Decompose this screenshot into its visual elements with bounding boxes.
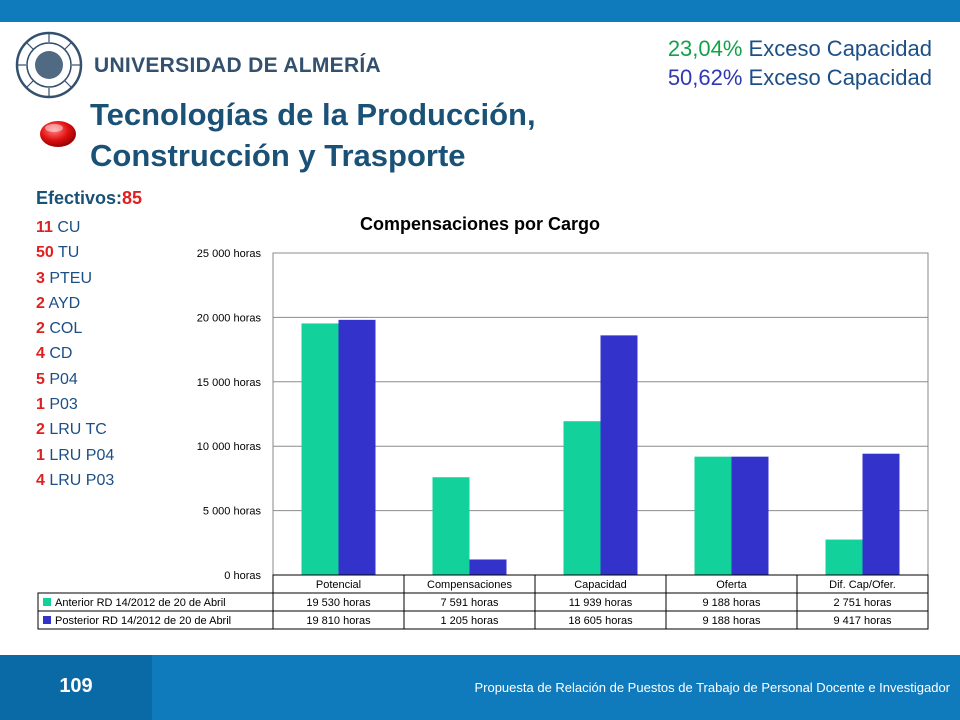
chart-title: Compensaciones por Cargo [359, 214, 601, 234]
excess-capacity-box: 23,04% Exceso Capacidad 50,62% Exceso Ca… [668, 34, 932, 92]
data-label: 9 188 horas [702, 615, 761, 627]
data-label: 11 939 horas [569, 597, 633, 609]
staff-count: 50 [36, 244, 54, 262]
data-label: 7 591 horas [440, 597, 499, 609]
title-line-1: Tecnologías de la Producción, [90, 97, 536, 132]
title-line-2: Construcción y Trasporte [90, 138, 466, 173]
excess-label-2: Exceso Capacidad [742, 65, 932, 90]
staff-row: 5 P04 [36, 367, 142, 392]
staff-row: 3 PTEU [36, 266, 142, 291]
category-label: Dif. Cap/Ofer. [829, 579, 896, 591]
bar-posterior [600, 335, 638, 575]
y-tick-label: 15 000 horas [197, 377, 262, 389]
y-tick-label: 10 000 horas [197, 441, 262, 453]
staff-count: 4 [36, 345, 45, 363]
y-tick-label: 20 000 horas [197, 312, 262, 324]
excess-line-2: 50,62% Exceso Capacidad [668, 63, 932, 92]
y-tick-label: 0 horas [224, 570, 261, 582]
staff-category: CD [44, 345, 73, 363]
bar-anterior [694, 456, 732, 575]
bar-chart: 0 horas 5 000 horas 10 000 horas 15 000 hor… [37, 248, 929, 630]
legend-series-name: Anterior RD 14/2012 de 20 de Abril [55, 597, 226, 609]
staff-count: 2 [36, 294, 45, 312]
bar-anterior [825, 539, 863, 575]
staff-category: COL [44, 320, 83, 338]
page-title: Tecnologías de la Producción, Construcci… [90, 94, 536, 176]
bar-posterior [469, 559, 507, 575]
data-label: 9 188 horas [702, 597, 761, 609]
staff-count: 2 [36, 421, 45, 439]
staff-category: LRU P03 [44, 471, 115, 489]
legend-swatch [43, 598, 51, 606]
university-logo: UNIVERSIDAD DE ALMERÍA [14, 30, 381, 102]
staff-category: LRU P04 [44, 446, 115, 464]
staff-rows: 11 CU 50 TU 3 PTEU 2 AYD 2 COL 4 CD 5 P04 1 P03… [36, 215, 142, 493]
bar-anterior [432, 477, 470, 575]
category-label: Capacidad [574, 579, 627, 591]
legend-swatch [43, 616, 51, 624]
excess-pct-1: 23,04% [667, 36, 743, 61]
excess-label-1: Exceso Capacidad [742, 36, 932, 61]
data-label: 18 605 horas [568, 615, 633, 627]
university-seal-icon [15, 31, 83, 99]
staff-row: 1 LRU P04 [36, 443, 142, 468]
bar-posterior [338, 319, 376, 575]
staff-row: 2 AYD [36, 291, 142, 316]
staff-category: CU [52, 219, 81, 236]
excess-line-1: 23,04% Exceso Capacidad [668, 34, 932, 63]
data-label: 1 205 horas [440, 615, 499, 627]
staff-total: 85 [122, 188, 143, 208]
bar-anterior [563, 421, 601, 575]
data-label: 19 530 horas [306, 597, 371, 609]
footer-text: Propuesta de Relación de Puestos de Trab… [474, 680, 950, 695]
category-label: Potencial [316, 579, 361, 591]
top-bar [0, 0, 960, 22]
data-label: 9 417 horas [833, 615, 892, 627]
page-number: 109 [59, 675, 93, 697]
staff-row: 2 COL [36, 316, 142, 341]
legend-series-name: Posterior RD 14/2012 de 20 de Abril [55, 615, 231, 627]
staff-heading: Efectivos:85 [36, 188, 142, 209]
data-label: 2 751 horas [833, 597, 892, 609]
bar-posterior [862, 453, 900, 575]
data-label: 19 810 horas [306, 615, 371, 627]
staff-list: Efectivos:85 11 CU 50 TU 3 PTEU 2 AYD 2 COL 4… [36, 188, 142, 493]
bar-anterior [301, 323, 339, 575]
bar-posterior [731, 456, 769, 575]
staff-row: 50 TU [36, 240, 142, 265]
staff-row: 11 CU [36, 215, 142, 240]
staff-count: 2 [36, 320, 45, 338]
staff-row: 1 P03 [36, 392, 142, 417]
staff-row: 4 LRU P03 [36, 468, 142, 493]
staff-count: 11 [36, 219, 53, 236]
staff-category: P03 [44, 396, 78, 414]
staff-category: AYD [44, 294, 81, 312]
page-number-box: 109 [0, 655, 152, 720]
staff-count: 1 [36, 446, 45, 464]
excess-pct-2: 50,62% [667, 65, 743, 90]
staff-row: 2 LRU TC [36, 417, 142, 442]
staff-count: 4 [36, 471, 45, 489]
staff-count: 1 [36, 396, 45, 414]
category-label: Oferta [716, 579, 747, 591]
staff-count: 3 [36, 269, 45, 287]
staff-count: 5 [36, 370, 45, 388]
staff-category: TU [53, 244, 80, 262]
university-name: UNIVERSIDAD DE ALMERÍA [94, 54, 382, 77]
category-label: Compensaciones [427, 579, 512, 591]
staff-category: P04 [44, 370, 78, 388]
staff-category: PTEU [44, 269, 93, 287]
staff-category: LRU TC [44, 421, 107, 439]
y-tick-label: 25 000 horas [197, 248, 262, 260]
staff-row: 4 CD [36, 341, 142, 366]
red-oval-bullet-icon [40, 121, 76, 147]
staff-label: Efectivos: [36, 188, 123, 208]
footer-bar: 109 Propuesta de Relación de Puestos de … [0, 655, 960, 720]
y-tick-label: 5 000 horas [203, 506, 262, 518]
